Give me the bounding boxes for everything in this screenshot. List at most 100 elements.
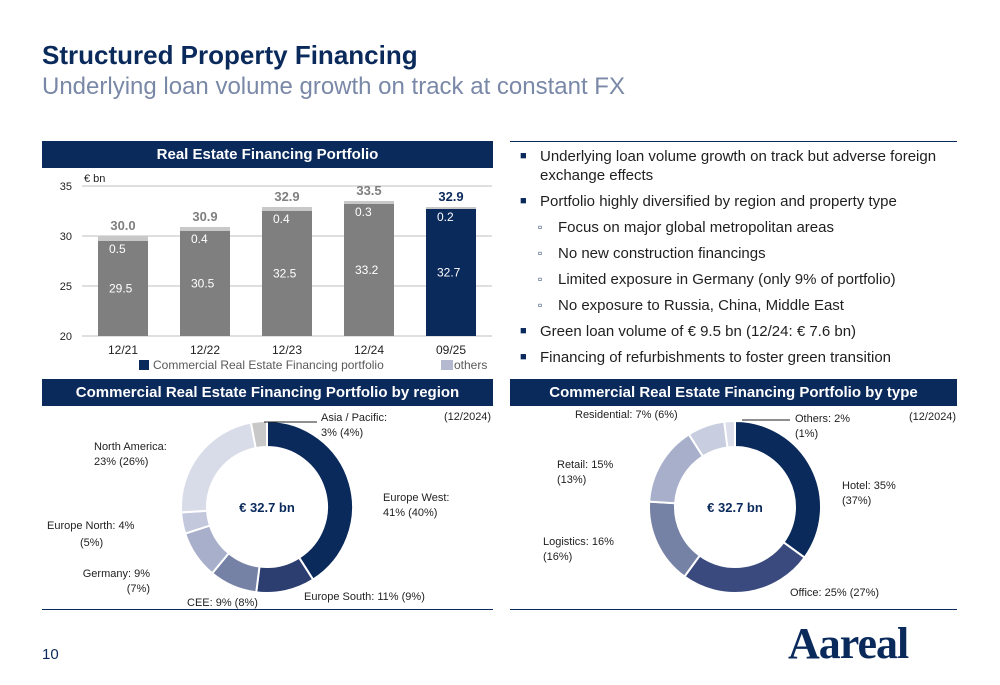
bullet-text: Portfolio highly diversified by region a… bbox=[540, 193, 897, 210]
bar-total-label: 32.9 bbox=[274, 189, 299, 204]
donut-slice bbox=[249, 419, 268, 450]
bullet-item: ■ Green loan volume of € 9.5 bn (12/24: €… bbox=[520, 322, 960, 341]
square-bullet-icon: ■ bbox=[520, 325, 527, 337]
type-bottom-rule bbox=[510, 609, 957, 610]
x-tick-label: 12/21 bbox=[108, 343, 138, 357]
bar-others bbox=[180, 227, 230, 231]
bar-value-label: 30.5 bbox=[191, 277, 215, 291]
bar-others bbox=[426, 207, 476, 209]
slice-label: (13%) bbox=[557, 474, 586, 486]
hollow-square-bullet-icon: ▫ bbox=[538, 246, 543, 260]
donut-slice bbox=[734, 419, 822, 559]
bullet-list: ■ Underlying loan volume growth on track … bbox=[520, 147, 960, 374]
bar-total-label: 33.5 bbox=[356, 183, 381, 198]
donut-center-label: € 32.7 bn bbox=[239, 500, 295, 515]
region-panel-title: Commercial Real Estate Financing Portfol… bbox=[42, 379, 493, 406]
slice-label: Office: 25% (27%) bbox=[790, 587, 879, 599]
bullet-text: No exposure to Russia, China, Middle Eas… bbox=[558, 297, 844, 314]
bullet-item: ▫ Focus on major global metropolitan area… bbox=[520, 218, 960, 237]
donut-center-label: € 32.7 bn bbox=[707, 500, 763, 515]
legend-label-others: others bbox=[454, 358, 487, 372]
region-date: (12/2024) bbox=[444, 411, 492, 423]
donut-slice bbox=[648, 500, 702, 578]
region-donut-chart: Europe West: 41% (40%) Europe South: 11% (… bbox=[47, 412, 449, 609]
x-tick-label: 12/22 bbox=[190, 343, 220, 357]
slice-label: Europe West: bbox=[383, 492, 449, 504]
bullet-text: Financing of refurbishments to foster gr… bbox=[540, 349, 892, 366]
bullet-item: ■ Underlying loan volume growth on track … bbox=[520, 147, 960, 185]
slice-label: Others: 2% bbox=[795, 413, 850, 425]
bar-total-label: 32.9 bbox=[438, 189, 463, 204]
legend-swatch-others bbox=[441, 360, 453, 370]
bar-others bbox=[344, 201, 394, 204]
slice-label: Retail: 15% bbox=[557, 459, 613, 471]
slice-label: (16%) bbox=[543, 551, 572, 563]
donut-slice bbox=[266, 419, 354, 581]
slice-label: (1%) bbox=[795, 428, 818, 440]
hollow-square-bullet-icon: ▫ bbox=[538, 298, 543, 312]
y-tick-label: 25 bbox=[60, 281, 72, 293]
bullet-item: ▫ No new construction financings bbox=[520, 244, 960, 263]
slice-label: (5%) bbox=[80, 537, 103, 549]
bullet-item: ▫ Limited exposure in Germany (only 9% of… bbox=[520, 270, 960, 289]
bullet-text: Limited exposure in Germany (only 9% of … bbox=[558, 271, 896, 288]
slice-label: CEE: 9% (8%) bbox=[187, 597, 258, 609]
donut-slice bbox=[683, 540, 806, 594]
bar-total-label: 30.0 bbox=[110, 218, 135, 233]
slice-label: 41% (40%) bbox=[383, 507, 437, 519]
others-value-label: 0.3 bbox=[355, 205, 372, 219]
y-tick-label: 30 bbox=[60, 231, 72, 243]
hollow-square-bullet-icon: ▫ bbox=[538, 272, 543, 286]
bar-others bbox=[262, 207, 312, 211]
others-value-label: 0.4 bbox=[273, 212, 290, 226]
bullet-text: Green loan volume of € 9.5 bn (12/24: € … bbox=[540, 323, 857, 340]
bar-value-label: 29.5 bbox=[109, 282, 133, 296]
bar-chart: 20 25 30 35 € bn 29.5 0.5 30.0 12/21 30.5 0.4 30.9 1… bbox=[60, 173, 492, 372]
square-bullet-icon: ■ bbox=[520, 195, 527, 207]
bar-value-label: 32.7 bbox=[437, 266, 461, 280]
bullet-text: Focus on major global metropolitan areas bbox=[558, 219, 834, 236]
slice-label: 3% (4%) bbox=[321, 427, 363, 439]
others-value-label: 0.2 bbox=[437, 210, 454, 224]
bar-portfolio bbox=[180, 231, 230, 336]
page-title: Structured Property Financing bbox=[42, 40, 418, 70]
square-bullet-icon: ■ bbox=[520, 150, 527, 162]
bar-panel-title: Real Estate Financing Portfolio bbox=[42, 141, 493, 168]
bar-value-label: 32.5 bbox=[273, 267, 297, 281]
square-bullet-icon: ■ bbox=[520, 351, 527, 363]
legend-label-portfolio: Commercial Real Estate Financing portfol… bbox=[153, 358, 384, 372]
slice-label: Logistics: 16% bbox=[543, 536, 614, 548]
slice-label: Hotel: 35% bbox=[842, 480, 896, 492]
region-bottom-rule bbox=[42, 609, 493, 610]
slice-label: (37%) bbox=[842, 495, 871, 507]
y-tick-label: 20 bbox=[60, 331, 72, 343]
slice-label: Residential: 7% (6%) bbox=[575, 409, 678, 421]
donut-slice bbox=[723, 419, 736, 449]
bullet-item: ■ Financing of refurbishments to foster g… bbox=[520, 348, 960, 367]
bar-value-label: 33.2 bbox=[355, 263, 379, 277]
bar-portfolio bbox=[344, 204, 394, 336]
slice-label: Asia / Pacific: bbox=[321, 412, 387, 424]
page-number: 10 bbox=[42, 646, 59, 663]
slice-label: (7%) bbox=[127, 583, 150, 595]
type-date: (12/2024) bbox=[909, 411, 957, 423]
bar-total-label: 30.9 bbox=[192, 209, 217, 224]
slice-label: Europe North: 4% bbox=[47, 520, 135, 532]
bullet-item: ■ Portfolio highly diversified by region … bbox=[520, 192, 960, 211]
bar-others bbox=[98, 236, 148, 241]
bar-portfolio bbox=[262, 211, 312, 336]
slice-label: 23% (26%) bbox=[94, 456, 148, 468]
legend-swatch-portfolio bbox=[139, 360, 149, 370]
type-panel-title: Commercial Real Estate Financing Portfol… bbox=[510, 379, 957, 406]
type-donut-chart: Hotel: 35% (37%) Office: 25% (27%) Logistic… bbox=[543, 409, 896, 599]
bullet-text: Underlying loan volume growth on track b… bbox=[540, 148, 937, 184]
x-tick-label: 12/23 bbox=[272, 343, 302, 357]
others-value-label: 0.5 bbox=[109, 242, 126, 256]
x-tick-label: 12/24 bbox=[354, 343, 384, 357]
slice-label: Germany: 9% bbox=[83, 568, 150, 580]
bullet-text: No new construction financings bbox=[558, 245, 766, 262]
company-logo: Aareal bbox=[788, 619, 909, 668]
slice-label: Europe South: 11% (9%) bbox=[304, 591, 425, 603]
hollow-square-bullet-icon: ▫ bbox=[538, 220, 543, 234]
others-value-label: 0.4 bbox=[191, 232, 208, 246]
